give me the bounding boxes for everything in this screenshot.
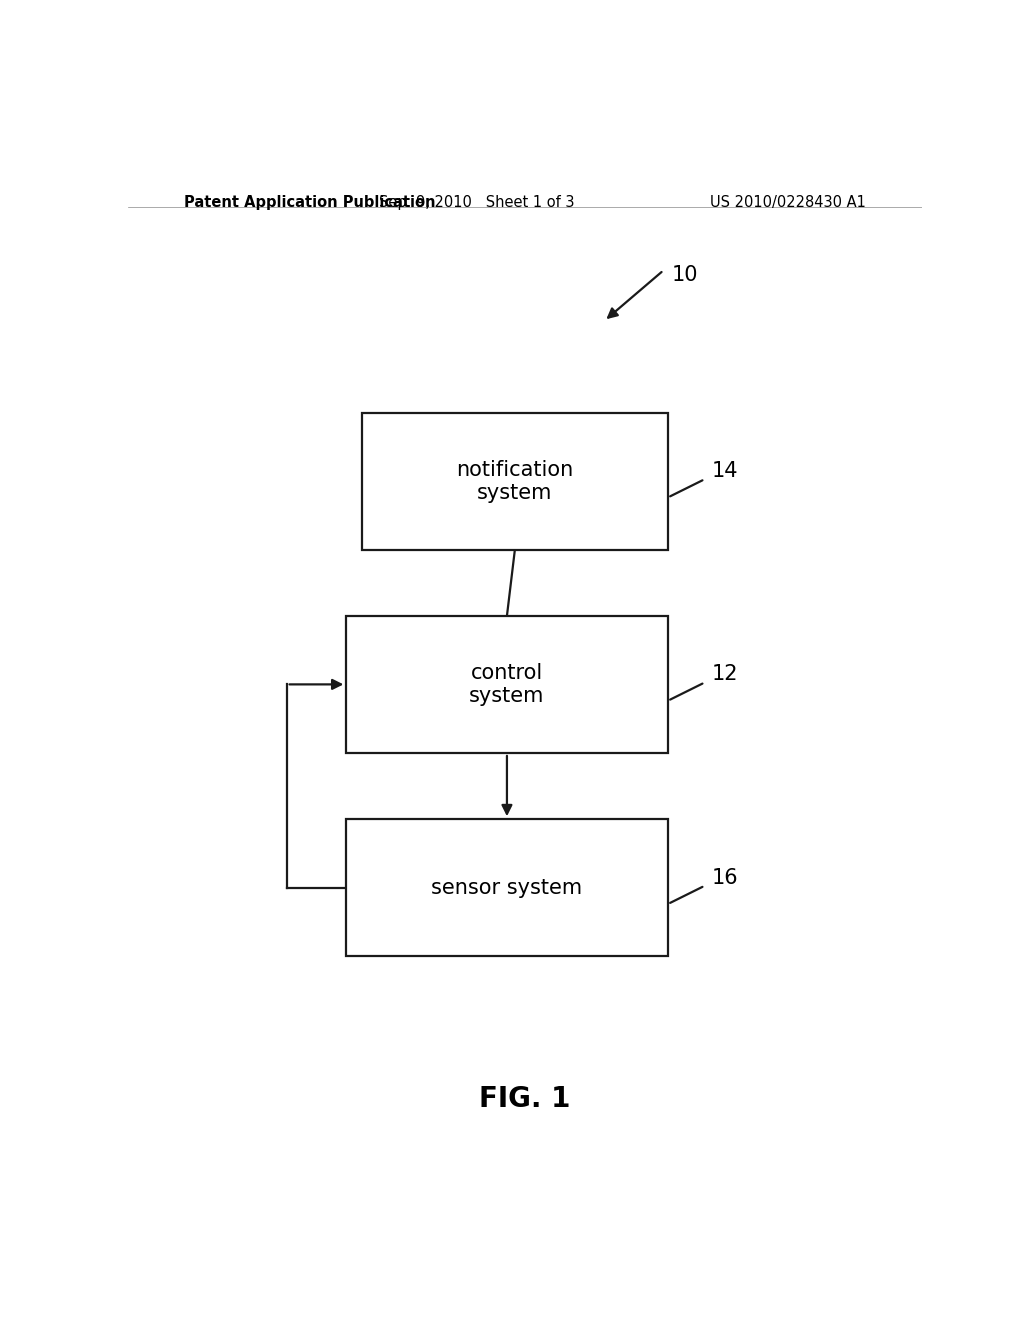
Bar: [346, 818, 668, 956]
Text: 14: 14: [712, 461, 738, 480]
Text: US 2010/0228430 A1: US 2010/0228430 A1: [711, 195, 866, 210]
Text: Patent Application Publication: Patent Application Publication: [183, 195, 435, 210]
Bar: [346, 615, 668, 752]
Text: 10: 10: [672, 265, 698, 285]
Text: notification
system: notification system: [457, 459, 573, 503]
Text: 16: 16: [712, 867, 738, 887]
Bar: [362, 413, 668, 549]
Text: control
system: control system: [469, 663, 545, 706]
Text: Sep. 9, 2010   Sheet 1 of 3: Sep. 9, 2010 Sheet 1 of 3: [380, 195, 574, 210]
Text: sensor system: sensor system: [431, 878, 583, 898]
Text: FIG. 1: FIG. 1: [479, 1085, 570, 1113]
Text: 12: 12: [712, 664, 738, 684]
